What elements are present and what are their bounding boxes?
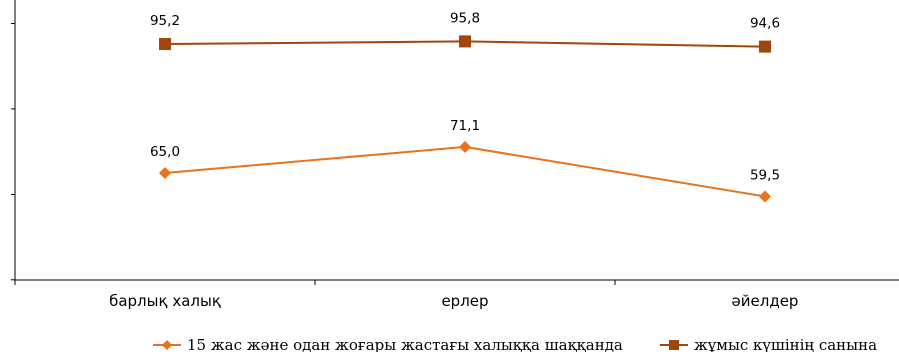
data-point bbox=[459, 140, 471, 153]
category-label: ерлер bbox=[441, 292, 488, 310]
legend-label: 15 жас және одан жоғары жастағы халыққа … bbox=[187, 336, 623, 352]
legend-item: 15 жас және одан жоғары жастағы халыққа … bbox=[153, 336, 623, 352]
data-point bbox=[159, 38, 171, 50]
series-1: 65,0 71,1 59,5 bbox=[150, 118, 780, 203]
axes bbox=[11, 0, 899, 285]
x-axis-ticks bbox=[14, 280, 616, 285]
series-line bbox=[164, 145, 766, 198]
legend-swatch-marker bbox=[162, 340, 172, 350]
legend: 15 жас және одан жоғары жастағы халыққа … bbox=[153, 336, 877, 352]
data-label: 59,5 bbox=[750, 168, 780, 184]
data-point bbox=[759, 40, 771, 53]
series-layer: 65,0 71,1 59,5 95,2 95,8 94,6 bbox=[150, 10, 780, 203]
legend-swatch-marker bbox=[669, 340, 679, 350]
data-label: 94,6 bbox=[750, 16, 780, 32]
data-point bbox=[159, 167, 171, 179]
category-labels: барлық халық ерлер әйелдер bbox=[109, 292, 798, 310]
legend-label: жұмыс күшінің санына bbox=[694, 336, 877, 352]
data-label: 95,2 bbox=[150, 13, 180, 29]
data-point bbox=[459, 35, 471, 48]
data-label: 95,8 bbox=[450, 10, 480, 26]
data-label: 71,1 bbox=[450, 118, 480, 134]
category-label: әйелдер bbox=[732, 292, 799, 310]
series-2: 95,2 95,8 94,6 bbox=[150, 10, 780, 53]
y-axis-ticks bbox=[11, 23, 15, 281]
data-point bbox=[759, 190, 771, 203]
data-label: 65,0 bbox=[150, 144, 180, 160]
legend-item: жұмыс күшінің санына bbox=[660, 336, 877, 352]
category-label: барлық халық bbox=[109, 292, 221, 310]
